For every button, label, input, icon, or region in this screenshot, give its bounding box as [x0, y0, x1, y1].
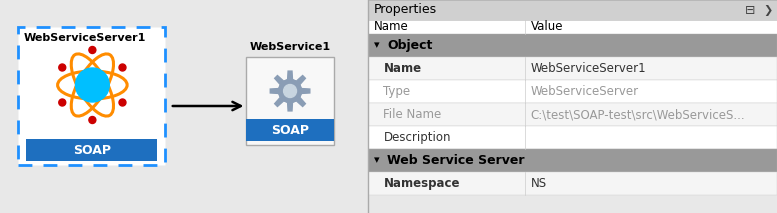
Circle shape [89, 46, 96, 53]
Text: Properties: Properties [374, 3, 437, 16]
Text: WebServiceServer1: WebServiceServer1 [24, 33, 146, 43]
Text: File Name: File Name [383, 108, 441, 121]
Circle shape [284, 85, 297, 98]
FancyBboxPatch shape [368, 0, 777, 20]
Circle shape [119, 64, 126, 71]
Circle shape [59, 64, 66, 71]
Text: SOAP: SOAP [73, 144, 111, 157]
Text: NS: NS [531, 177, 547, 190]
Text: Value: Value [531, 20, 563, 33]
Text: Namespace: Namespace [383, 177, 460, 190]
Circle shape [75, 68, 110, 102]
Text: ⊟: ⊟ [745, 3, 755, 16]
FancyBboxPatch shape [368, 126, 777, 149]
Polygon shape [270, 71, 310, 111]
Text: SOAP: SOAP [271, 124, 309, 137]
FancyBboxPatch shape [368, 172, 777, 195]
FancyBboxPatch shape [368, 80, 777, 103]
Text: ❯: ❯ [763, 4, 773, 16]
FancyBboxPatch shape [368, 20, 777, 34]
Text: C:\test\SOAP-test\src\WebServiceS...: C:\test\SOAP-test\src\WebServiceS... [531, 108, 745, 121]
Text: ▾: ▾ [374, 155, 379, 166]
Text: Web Service Server: Web Service Server [388, 154, 525, 167]
Text: ▾: ▾ [374, 40, 379, 50]
Text: Name: Name [374, 20, 408, 33]
Text: Name: Name [383, 62, 422, 75]
Text: Object: Object [388, 39, 433, 52]
FancyBboxPatch shape [246, 119, 334, 141]
Text: WebServiceServer1: WebServiceServer1 [531, 62, 646, 75]
FancyBboxPatch shape [368, 34, 777, 57]
FancyBboxPatch shape [18, 27, 165, 165]
Text: WebService1: WebService1 [249, 42, 330, 52]
Circle shape [59, 99, 66, 106]
FancyBboxPatch shape [368, 103, 777, 126]
FancyBboxPatch shape [246, 57, 334, 145]
Circle shape [279, 79, 301, 102]
Text: Description: Description [383, 131, 451, 144]
Circle shape [119, 99, 126, 106]
Text: Type: Type [383, 85, 410, 98]
Text: WebServiceServer: WebServiceServer [531, 85, 639, 98]
FancyBboxPatch shape [368, 57, 777, 80]
Circle shape [89, 117, 96, 124]
FancyBboxPatch shape [368, 149, 777, 172]
FancyBboxPatch shape [26, 139, 157, 161]
